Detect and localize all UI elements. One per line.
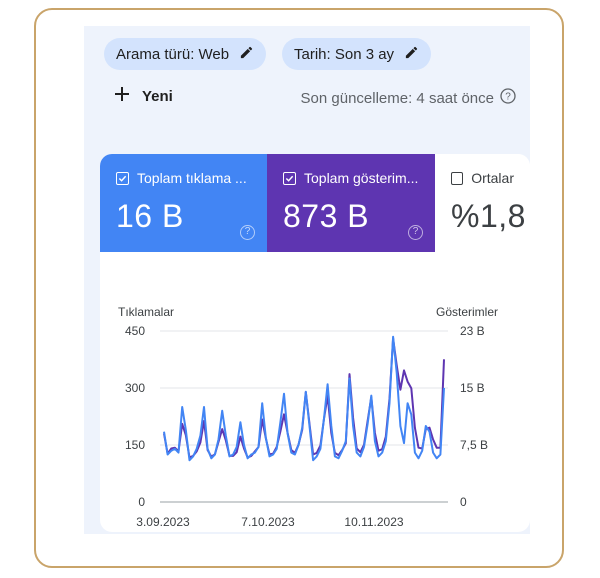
metric-value: 16 B: [116, 198, 184, 234]
checkbox-checked-icon[interactable]: [283, 171, 296, 185]
x-tick-label: 10.11.2023: [344, 515, 403, 529]
left-tick-label: 0: [138, 495, 145, 509]
help-circle-icon[interactable]: ?: [500, 88, 516, 108]
left-axis-label: Tıklamalar: [118, 305, 174, 319]
plus-icon: [114, 86, 130, 106]
metric-label: Toplam gösterim...: [304, 170, 419, 186]
metric-label: Ortalar: [471, 170, 514, 186]
x-tick-label: 7.10.2023: [241, 515, 295, 529]
last-update-text: Son güncelleme: 4 saat önce: [300, 89, 494, 107]
right-tick-label: 0: [460, 495, 467, 509]
left-tick-label: 300: [125, 381, 145, 395]
date-filter-label: Tarih: Son 3 ay: [294, 45, 395, 63]
help-circle-icon[interactable]: ?: [408, 225, 423, 240]
right-tick-label: 7,5 B: [460, 438, 488, 452]
performance-card: Toplam tıklama ... 16 B ? Toplam gösteri…: [100, 154, 530, 532]
checkbox-checked-icon[interactable]: [116, 171, 129, 185]
search-type-filter-label: Arama türü: Web: [116, 45, 230, 63]
metric-value: 873 B: [283, 198, 370, 234]
series-line-clicks: [163, 335, 445, 462]
metric-average-ctr[interactable]: Ortalar %1,8: [435, 154, 530, 252]
left-tick-label: 150: [125, 438, 145, 452]
metric-value: %1,8: [451, 198, 526, 234]
checkbox-unchecked-icon[interactable]: [451, 171, 464, 185]
right-tick-label: 23 B: [460, 324, 485, 338]
metric-label: Toplam tıklama ...: [137, 170, 247, 186]
x-tick-label: 3.09.2023: [136, 515, 190, 529]
left-tick-label: 450: [125, 324, 145, 338]
edit-pencil-icon: [404, 45, 419, 64]
metric-total-impressions[interactable]: Toplam gösterim... 873 B ?: [267, 154, 435, 252]
edit-pencil-icon: [239, 45, 254, 64]
last-update-info: Son güncelleme: 4 saat önce ?: [301, 88, 516, 108]
right-axis-label: Gösterimler: [436, 305, 498, 319]
svg-text:?: ?: [505, 92, 511, 103]
new-filter-label: Yeni: [142, 87, 173, 105]
date-filter-chip[interactable]: Tarih: Son 3 ay: [282, 38, 432, 70]
help-circle-icon[interactable]: ?: [240, 225, 255, 240]
new-filter-button[interactable]: Yeni: [114, 86, 173, 106]
performance-panel: Arama türü: Web Tarih: Son 3 ay Yeni Son…: [84, 26, 530, 534]
right-tick-label: 15 B: [460, 381, 485, 395]
performance-line-chart: Tıklamalar Gösterimler 450 23 B 300 15 B 150 7,…: [118, 305, 498, 529]
search-type-filter-chip[interactable]: Arama türü: Web: [104, 38, 267, 70]
metric-total-clicks[interactable]: Toplam tıklama ... 16 B ?: [100, 154, 267, 252]
